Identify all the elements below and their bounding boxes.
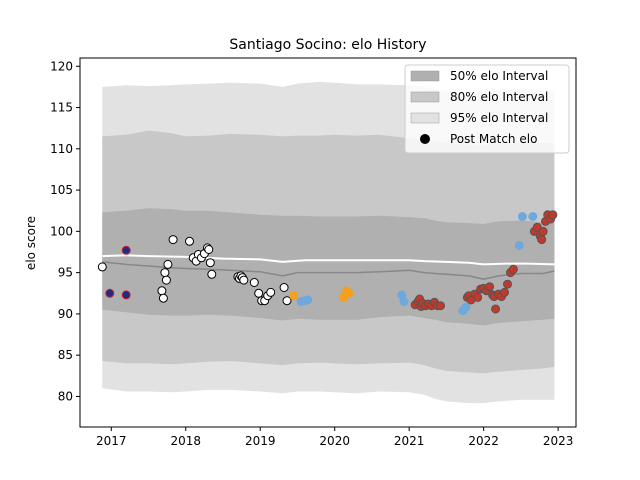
data-point [239, 275, 249, 285]
x-tick-label: 2017 [96, 434, 127, 448]
x-tick-label: 2023 [543, 434, 574, 448]
data-point [500, 287, 509, 297]
y-tick-label: 105 [50, 183, 73, 197]
data-point [168, 235, 178, 245]
data-point [436, 301, 445, 311]
chart-title: Santiago Socino: elo History [229, 37, 426, 53]
data-point [249, 278, 259, 287]
data-point [205, 258, 215, 268]
band-50 [102, 208, 555, 326]
x-tick-label: 2022 [468, 434, 499, 448]
data-point [473, 292, 483, 302]
data-point [537, 235, 547, 245]
x-axis-ticks: 2017 2018 2019 2020 2021 2022 2023 [96, 427, 573, 448]
plot-frame [79, 57, 577, 428]
y-tick-label: 95 [58, 266, 73, 280]
data-point [491, 304, 501, 314]
data-point [160, 268, 170, 278]
data-point [517, 212, 527, 221]
data-point [538, 226, 548, 236]
data-point [289, 291, 299, 301]
data-point [185, 236, 194, 246]
y-tick-label: 100 [50, 224, 73, 238]
y-axis-ticks: 80 85 90 95 100 105 110 115 120 [50, 59, 80, 403]
data-point [508, 264, 518, 274]
legend-swatch [410, 70, 440, 82]
data-point [204, 245, 214, 254]
data-point [344, 288, 354, 298]
data-point [528, 212, 538, 221]
x-tick-label: 2021 [394, 434, 425, 448]
data-point [207, 269, 217, 279]
data-point [254, 288, 264, 298]
legend-label: 80% elo Interval [450, 90, 548, 104]
legend-label: Post Match elo [450, 132, 537, 146]
x-tick-label: 2020 [319, 434, 350, 448]
legend-label: 50% elo Interval [450, 69, 548, 83]
data-point [303, 295, 313, 305]
x-tick-label: 2019 [245, 434, 276, 448]
data-point [105, 288, 115, 298]
data-point [279, 283, 289, 292]
legend-marker [420, 134, 430, 144]
legend-label: 95% elo Interval [450, 111, 548, 125]
data-point [157, 286, 167, 296]
data-point [266, 287, 276, 297]
legend-frame [404, 64, 570, 154]
data-point [514, 240, 524, 250]
y-tick-label: 120 [50, 59, 73, 73]
data-point [161, 275, 171, 285]
y-tick-label: 90 [58, 307, 73, 321]
y-tick-label: 110 [50, 142, 73, 156]
chart-legend: 50% elo Interval 80% elo Interval 95% elo … [404, 64, 570, 154]
legend-swatch [410, 112, 440, 124]
data-point [121, 245, 131, 255]
mean-line [102, 254, 555, 266]
data-point [503, 279, 512, 289]
y-tick-label: 85 [58, 348, 73, 362]
data-point [485, 282, 495, 292]
data-point [461, 302, 471, 312]
data-point [399, 297, 409, 306]
y-tick-label: 115 [50, 101, 73, 115]
plot-area [97, 81, 558, 404]
data-point [158, 293, 168, 303]
data-point [97, 262, 107, 272]
y-tick-label: 80 [58, 389, 73, 403]
x-tick-label: 2018 [170, 434, 201, 448]
legend-swatch [410, 91, 440, 103]
data-point [163, 259, 173, 269]
y-axis-label: elo score [24, 216, 38, 270]
data-point [282, 296, 292, 306]
median-line [102, 261, 555, 280]
data-point [548, 210, 558, 220]
data-point [121, 290, 131, 300]
